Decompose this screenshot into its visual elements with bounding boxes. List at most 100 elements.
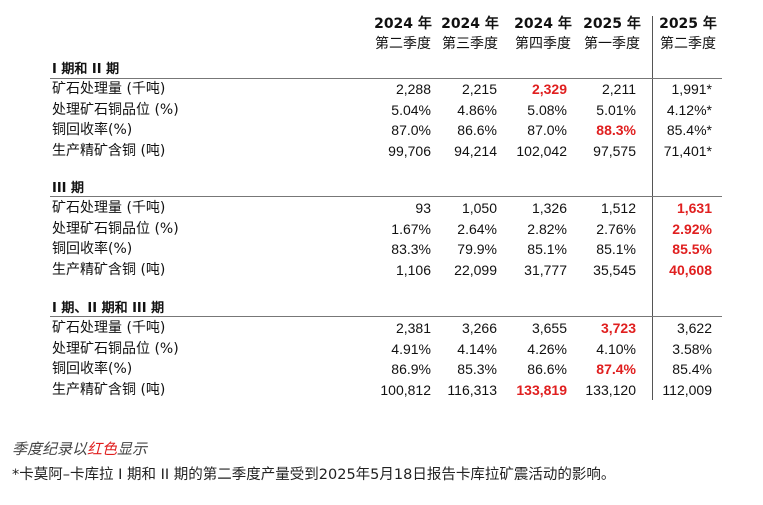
table-cell: 1,326 bbox=[531, 200, 567, 216]
table-cell: 2,288 bbox=[395, 81, 431, 97]
table-cell: 2,211 bbox=[602, 81, 636, 97]
table-cell: 2,381 bbox=[395, 320, 431, 336]
column-header-year: 2024 年 bbox=[374, 16, 432, 32]
table-cell: 4.26% bbox=[527, 340, 567, 357]
table-cell: 4.12%* bbox=[666, 101, 712, 118]
table-cell: 31,777 bbox=[524, 261, 567, 278]
table-cell: 100,812 bbox=[380, 381, 431, 398]
row-label: 处理矿石铜品位 (%) bbox=[52, 101, 179, 118]
table-cell: 85.4% bbox=[672, 361, 712, 377]
table-cell: 87.0% bbox=[527, 122, 567, 138]
row-label: 生产精矿含铜 (吨) bbox=[52, 381, 166, 398]
section-divider bbox=[50, 78, 722, 79]
table-cell: 86.6% bbox=[527, 361, 567, 377]
row-label: 铜回收率(%) bbox=[52, 241, 133, 257]
table-cell: 5.01% bbox=[596, 101, 636, 118]
record-note-prefix: 季度纪录以 bbox=[12, 440, 88, 458]
table-cell: 88.3% bbox=[596, 122, 636, 138]
table-cell: 1,050 bbox=[461, 200, 497, 216]
table-cell: 133,120 bbox=[585, 381, 636, 398]
row-label: 矿石处理量 (千吨) bbox=[52, 81, 166, 97]
table-cell: 1,991* bbox=[671, 81, 712, 97]
column-header: 2024 年第四季度 bbox=[503, 14, 583, 54]
table-cell: 85.5% bbox=[672, 241, 712, 257]
table-cell: 102,042 bbox=[516, 142, 567, 159]
table-cell: 85.4%* bbox=[666, 122, 712, 138]
column-header-quarter: 第三季度 bbox=[442, 36, 498, 52]
section-title: III 期 bbox=[52, 181, 85, 196]
table-cell: 5.04% bbox=[391, 101, 431, 118]
column-header: 2025 年第二季度 bbox=[648, 14, 728, 54]
table-cell: 1,631 bbox=[676, 200, 712, 216]
column-header-quarter: 第四季度 bbox=[515, 36, 571, 52]
table-cell: 3,655 bbox=[531, 320, 567, 336]
column-header-year: 2024 年 bbox=[514, 16, 572, 32]
table-cell: 85.1% bbox=[527, 241, 567, 257]
section-title: I 期和 II 期 bbox=[52, 62, 120, 77]
table-cell: 99,706 bbox=[388, 142, 431, 159]
column-header-year: 2025 年 bbox=[659, 16, 717, 32]
table-cell: 94,214 bbox=[454, 142, 497, 159]
record-note-suffix: 显示 bbox=[117, 440, 148, 458]
column-header: 2025 年第一季度 bbox=[572, 14, 652, 54]
table-cell: 85.1% bbox=[596, 241, 636, 257]
production-table: 2024 年第二季度 2024 年第三季度 2024 年第四季度 2025 年第一季度… bbox=[50, 14, 728, 400]
row-label: 铜回收率(%) bbox=[52, 361, 133, 377]
table-cell: 87.0% bbox=[391, 122, 431, 138]
table-cell: 83.3% bbox=[391, 241, 431, 257]
section-title: I 期、II 期和 III 期 bbox=[52, 301, 165, 316]
footnote: *卡莫阿–卡库拉 I 期和 II 期的第二季度产量受到2025年5月18日报告卡… bbox=[12, 467, 616, 483]
table-cell: 86.9% bbox=[391, 361, 431, 377]
table-cell: 116,313 bbox=[447, 381, 497, 398]
table-cell: 5.08% bbox=[527, 101, 567, 118]
table-cell: 1.67% bbox=[391, 220, 431, 237]
table-cell: 71,401* bbox=[663, 142, 712, 159]
table-cell: 3,266 bbox=[461, 320, 497, 336]
table-cell: 35,545 bbox=[593, 261, 636, 278]
table-cell: 40,608 bbox=[669, 261, 712, 278]
table-cell: 2,329 bbox=[531, 81, 567, 97]
table-cell: 97,575 bbox=[593, 142, 636, 159]
column-header-quarter: 第一季度 bbox=[584, 36, 640, 52]
table-cell: 4.14% bbox=[457, 340, 497, 357]
column-header-year: 2024 年 bbox=[441, 16, 499, 32]
table-cell: 4.86% bbox=[457, 101, 497, 118]
table-cell: 87.4% bbox=[596, 361, 636, 377]
section-divider bbox=[50, 196, 722, 197]
section-divider bbox=[50, 316, 722, 317]
table-cell: 86.6% bbox=[457, 122, 497, 138]
table-cell: 4.91% bbox=[391, 340, 431, 357]
record-note: 季度纪录以红色显示 bbox=[12, 438, 147, 459]
table-cell: 2.64% bbox=[457, 220, 497, 237]
row-label: 生产精矿含铜 (吨) bbox=[52, 261, 166, 278]
table-cell: 4.10% bbox=[596, 340, 636, 357]
row-label: 矿石处理量 (千吨) bbox=[52, 320, 166, 336]
table-cell: 3,622 bbox=[676, 320, 712, 336]
table-cell: 79.9% bbox=[457, 241, 497, 257]
column-header-quarter: 第二季度 bbox=[375, 36, 431, 52]
column-divider bbox=[652, 16, 653, 400]
table-cell: 22,099 bbox=[454, 261, 497, 278]
table-cell: 3,723 bbox=[600, 320, 636, 336]
row-label: 处理矿石铜品位 (%) bbox=[52, 220, 179, 237]
table-cell: 133,819 bbox=[516, 381, 567, 398]
column-header-year: 2025 年 bbox=[583, 16, 641, 32]
row-label: 生产精矿含铜 (吨) bbox=[52, 142, 166, 159]
table-cell: 2.76% bbox=[596, 220, 636, 237]
table-cell: 2.82% bbox=[527, 220, 567, 237]
row-label: 矿石处理量 (千吨) bbox=[52, 200, 166, 216]
row-label: 铜回收率(%) bbox=[52, 122, 133, 138]
table-cell: 85.3% bbox=[457, 361, 497, 377]
table-cell: 93 bbox=[415, 200, 431, 216]
table-cell: 3.58% bbox=[672, 340, 712, 357]
column-header: 2024 年第二季度 bbox=[363, 14, 443, 54]
table-cell: 1,106 bbox=[395, 261, 431, 278]
record-note-red: 红色 bbox=[87, 440, 118, 458]
table-cell: 2,215 bbox=[461, 81, 497, 97]
column-header-quarter: 第二季度 bbox=[660, 36, 716, 52]
table-cell: 2.92% bbox=[672, 220, 712, 237]
table-cell: 112,009 bbox=[662, 381, 712, 398]
row-label: 处理矿石铜品位 (%) bbox=[52, 340, 179, 357]
table-cell: 1,512 bbox=[600, 200, 636, 216]
column-header: 2024 年第三季度 bbox=[430, 14, 510, 54]
